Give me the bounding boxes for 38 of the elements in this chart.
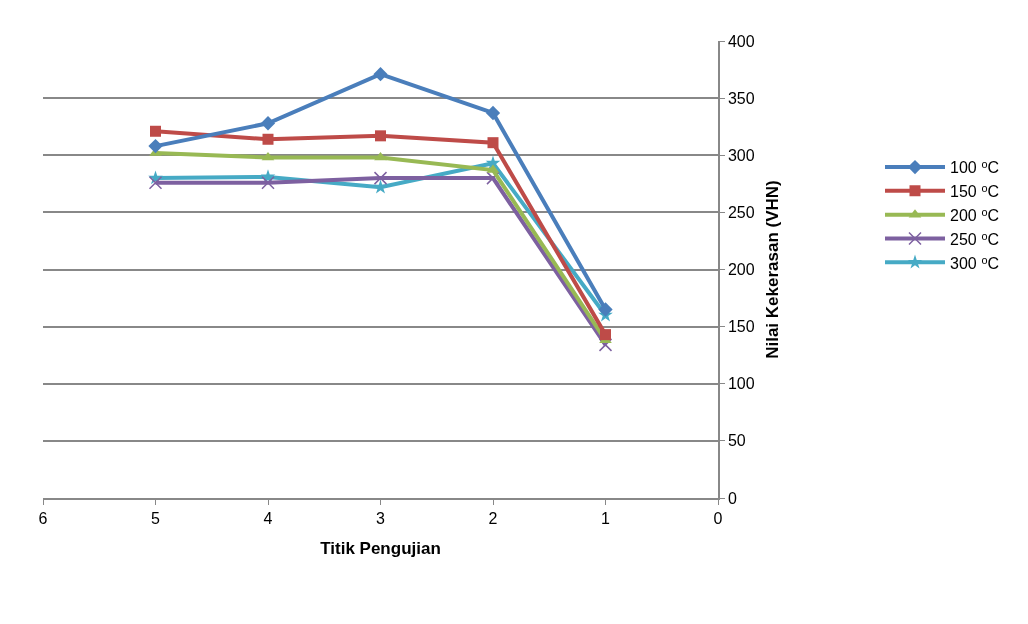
point [261,175,275,190]
y-tick-label: 150 [727,318,755,336]
point [148,138,163,154]
point [373,171,388,185]
legend-label: 150 ⁰C [950,183,1000,201]
point [598,302,613,317]
x-tick-label: 5 [151,509,161,527]
x-axis-title: Titik Pengujian [320,538,441,558]
y-axis-title: Nilai Kekerasan (VHN) [762,180,782,359]
x-tick-label: 6 [38,509,48,527]
y-tick-label: 300 [727,146,755,164]
y-tick-label: 100 [727,375,755,393]
x-tick-label: 0 [713,509,723,527]
point [487,137,499,149]
legend-label: 300 ⁰C [950,254,1000,272]
y-tick-label: 0 [727,489,737,507]
point [600,329,611,341]
x-tick-label: 4 [263,509,273,527]
legend-label: 100 ⁰C [950,159,1000,177]
y-tick-label: 350 [727,89,755,107]
point [260,116,276,131]
point [148,175,163,190]
point [485,155,501,170]
point [373,66,388,82]
y-tick-label: 250 [727,203,755,221]
y-tick-label: 400 [727,32,755,50]
legend-label: 250 ⁰C [950,230,1000,248]
y-tick-label: 50 [727,432,746,450]
point [150,125,161,137]
point [262,133,274,145]
x-tick-label: 2 [488,509,498,527]
legend-label: 200 ⁰C [950,206,1000,224]
x-tick-label: 1 [601,509,611,527]
point [485,105,501,121]
x-tick-label: 3 [376,509,386,527]
point [375,130,386,142]
y-tick-label: 200 [727,261,755,279]
point [598,338,613,352]
